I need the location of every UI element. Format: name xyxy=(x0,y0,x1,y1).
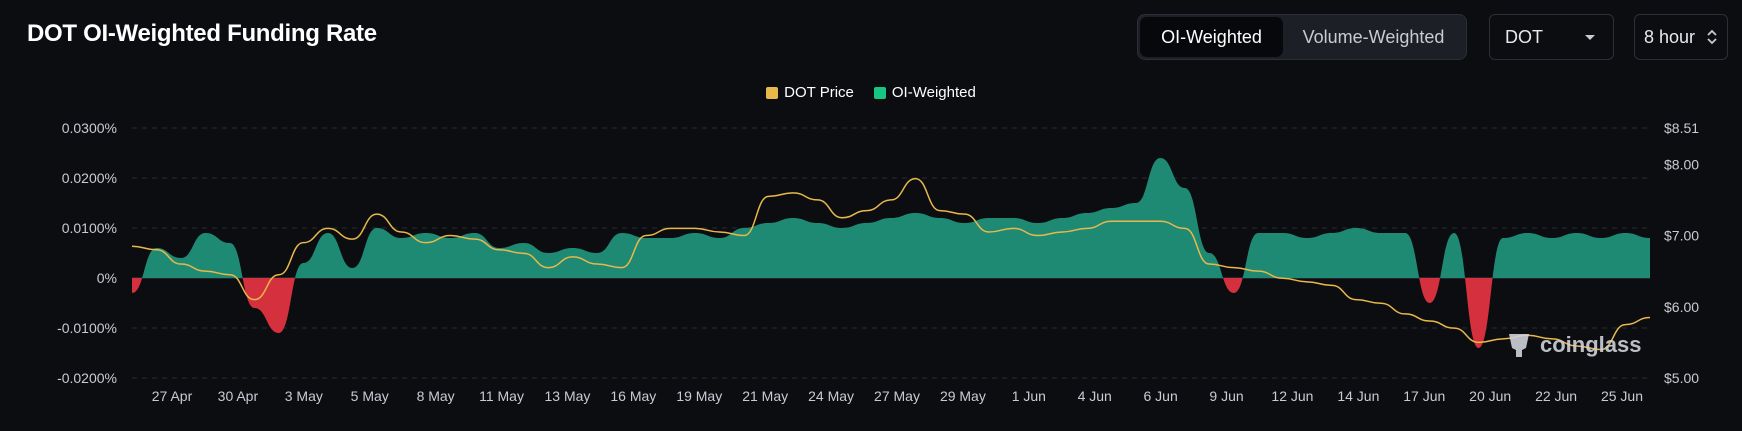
x-tick-label: 3 May xyxy=(285,388,323,404)
x-tick-label: 13 May xyxy=(544,388,590,404)
y-left-tick-label: -0.0100% xyxy=(57,320,117,336)
y-right-tick-label: $8.51 xyxy=(1664,120,1699,136)
y-right-tick-label: $8.00 xyxy=(1664,156,1699,172)
x-tick-label: 8 May xyxy=(417,388,455,404)
x-tick-label: 11 May xyxy=(479,388,524,404)
legend-label-oi-weighted: OI-Weighted xyxy=(891,84,976,101)
x-tick-label: 17 Jun xyxy=(1403,388,1445,404)
x-tick-label: 9 Jun xyxy=(1209,388,1243,404)
legend-label-price: DOT Price xyxy=(784,84,854,101)
x-tick-label: 29 May xyxy=(940,388,986,404)
legend-item-oi-weighted[interactable]: OI-Weighted xyxy=(873,84,976,101)
y-left-tick-label: 0% xyxy=(97,270,117,286)
legend-swatch-price xyxy=(766,86,779,99)
x-tick-label: 20 Jun xyxy=(1469,388,1511,404)
interval-select-value: 8 hour xyxy=(1644,26,1696,47)
chart-legend: DOT Price OI-Weighted xyxy=(0,84,1742,101)
y-left-tick-label: 0.0200% xyxy=(62,170,117,186)
x-tick-label: 5 May xyxy=(351,388,389,404)
weighting-toggle: OI-Weighted Volume-Weighted xyxy=(1137,14,1467,60)
chevron-down-icon xyxy=(1585,35,1595,40)
x-tick-label: 16 May xyxy=(610,388,656,404)
x-tick-label: 6 Jun xyxy=(1144,388,1178,404)
x-tick-label: 19 May xyxy=(676,388,722,404)
y-right-tick-label: $5.00 xyxy=(1664,370,1699,386)
funding-area-negative xyxy=(132,278,1650,348)
up-down-chevron-icon xyxy=(1707,29,1717,45)
y-right-tick-label: $7.00 xyxy=(1664,228,1699,244)
legend-swatch-oi-weighted xyxy=(873,86,886,99)
toggle-oi-weighted[interactable]: OI-Weighted xyxy=(1140,17,1283,57)
y-left-tick-label: 0.0100% xyxy=(62,220,117,236)
x-tick-label: 12 Jun xyxy=(1271,388,1313,404)
watermark-text: coinglass xyxy=(1540,332,1642,357)
x-tick-label: 4 Jun xyxy=(1078,388,1112,404)
coin-select[interactable]: DOT xyxy=(1489,14,1614,60)
x-tick-label: 30 Apr xyxy=(218,388,259,404)
y-left-tick-label: -0.0200% xyxy=(57,370,117,386)
funding-area-positive xyxy=(132,158,1650,278)
coinglass-watermark: coinglass xyxy=(1504,330,1641,360)
legend-item-price[interactable]: DOT Price xyxy=(766,84,854,101)
x-tick-label: 25 Jun xyxy=(1601,388,1643,404)
page-title: DOT OI-Weighted Funding Rate xyxy=(27,20,377,47)
x-tick-label: 24 May xyxy=(808,388,854,404)
x-tick-label: 21 May xyxy=(742,388,788,404)
interval-select[interactable]: 8 hour xyxy=(1634,14,1728,60)
coinglass-logo-icon xyxy=(1509,334,1529,357)
x-tick-label: 27 May xyxy=(874,388,920,404)
y-right-tick-label: $6.00 xyxy=(1664,299,1699,315)
coin-select-value: DOT xyxy=(1505,26,1543,47)
y-left-tick-label: 0.0300% xyxy=(62,120,117,136)
toggle-volume-weighted[interactable]: Volume-Weighted xyxy=(1302,26,1445,47)
x-tick-label: 1 Jun xyxy=(1012,388,1046,404)
x-tick-label: 27 Apr xyxy=(152,388,193,404)
x-tick-label: 14 Jun xyxy=(1337,388,1379,404)
x-tick-label: 22 Jun xyxy=(1535,388,1577,404)
price-line xyxy=(131,177,1651,351)
